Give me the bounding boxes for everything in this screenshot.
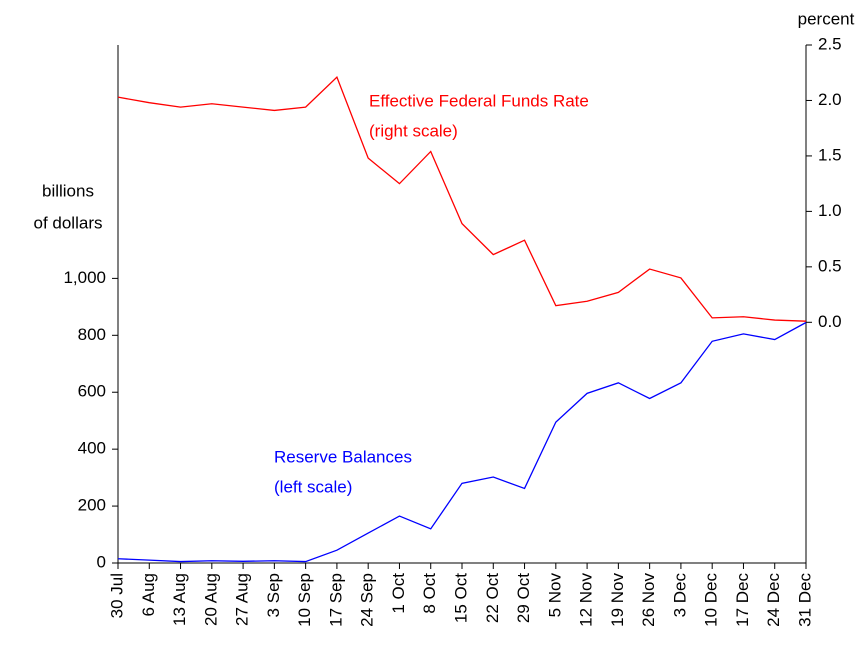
x-tick-label: 19 Nov [608, 573, 627, 627]
y2-axis-label: percent [798, 9, 855, 28]
x-tick-label: 24 Dec [764, 573, 783, 627]
x-tick-label: 5 Nov [545, 573, 564, 618]
y-tick-label: 1,000 [63, 268, 106, 287]
x-tick-label: 31 Dec [795, 573, 814, 627]
y2-tick-label: 1.5 [818, 145, 842, 164]
y2-tick-label: 0.0 [818, 312, 842, 331]
x-tick-label: 27 Aug [233, 573, 252, 626]
x-tick-label: 17 Dec [733, 573, 752, 627]
x-tick-label: 3 Sep [264, 573, 283, 617]
y-axis-label: billions [42, 181, 94, 200]
y-tick-label: 800 [78, 325, 106, 344]
x-tick-label: 6 Aug [139, 573, 158, 617]
x-tick-label: 29 Oct [514, 573, 533, 623]
y-axis-label: of dollars [34, 213, 103, 232]
x-tick-label: 30 Jul [107, 573, 126, 618]
series-line [117, 76, 807, 322]
y-tick-label: 600 [78, 382, 106, 401]
y-tick-label: 200 [78, 496, 106, 515]
series-label: Reserve Balances [274, 447, 412, 466]
x-tick-label: 17 Sep [326, 573, 345, 627]
y2-tick-label: 1.0 [818, 201, 842, 220]
x-tick-label: 8 Oct [420, 573, 439, 614]
x-tick-label: 10 Dec [702, 573, 721, 627]
x-tick-label: 12 Nov [577, 573, 596, 627]
x-tick-label: 1 Oct [389, 573, 408, 614]
x-tick-label: 10 Sep [295, 573, 314, 627]
x-tick-label: 15 Oct [451, 573, 470, 623]
y2-tick-label: 0.5 [818, 256, 842, 275]
series-line [117, 321, 807, 563]
x-tick-label: 20 Aug [201, 573, 220, 626]
x-tick-label: 24 Sep [358, 573, 377, 627]
y2-tick-label: 2.5 [818, 34, 842, 53]
x-tick-label: 3 Dec [670, 573, 689, 618]
y-tick-label: 400 [78, 439, 106, 458]
x-tick-label: 26 Nov [639, 573, 658, 627]
series-note: (left scale) [274, 477, 352, 496]
y2-tick-label: 2.0 [818, 90, 842, 109]
series-label: Effective Federal Funds Rate [369, 91, 589, 110]
x-tick-label: 22 Oct [483, 573, 502, 623]
series-note: (right scale) [369, 121, 458, 140]
x-tick-label: 13 Aug [170, 573, 189, 626]
y-tick-label: 0 [97, 552, 106, 571]
